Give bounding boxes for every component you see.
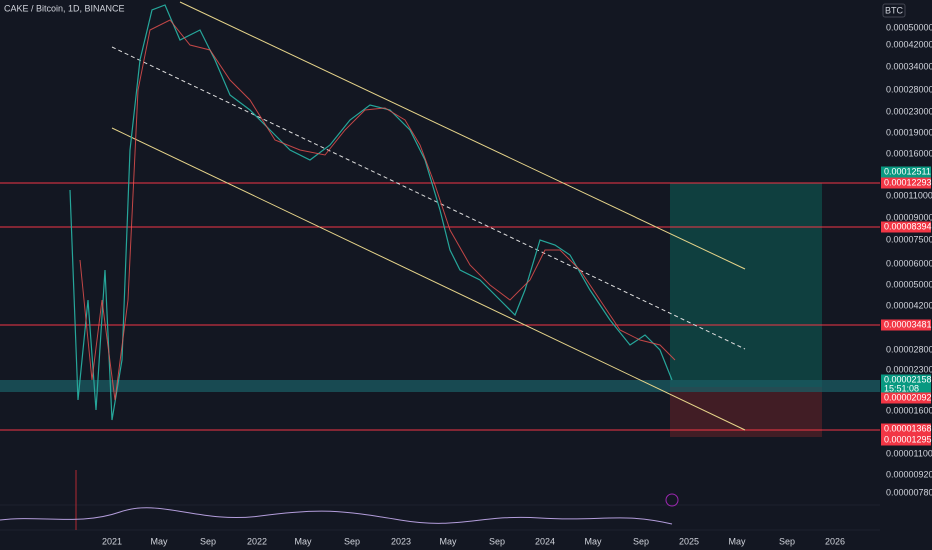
price-label: 0.00050000 bbox=[886, 22, 932, 32]
price-label: 0.00001100 bbox=[886, 448, 932, 458]
price-axis bbox=[880, 0, 932, 550]
time-label: May bbox=[439, 536, 457, 546]
price-tag bbox=[881, 166, 931, 178]
time-label: Sep bbox=[633, 536, 649, 546]
price-tag bbox=[881, 319, 931, 331]
price-label: 0.00028000 bbox=[886, 84, 932, 94]
price-tag bbox=[881, 177, 931, 189]
price-label: 0.00000780 bbox=[886, 487, 932, 497]
price-tag-label: 0.00001368 bbox=[884, 423, 932, 433]
channel bbox=[111, 1, 746, 431]
time-label: Sep bbox=[779, 536, 795, 546]
profit-zone bbox=[670, 183, 822, 387]
support-band bbox=[0, 380, 880, 392]
price-label: 0.00011000 bbox=[886, 190, 932, 200]
price-label: 0.00005000 bbox=[886, 279, 932, 289]
price-label: 0.00000920 bbox=[886, 469, 932, 479]
currency: BTC bbox=[885, 5, 904, 15]
price-tag-label: 0.00012293 bbox=[884, 177, 932, 187]
time-label: May bbox=[150, 536, 168, 546]
price-tag-label: 0.00002158 bbox=[884, 374, 932, 384]
price-label: 0.00023000 bbox=[886, 106, 932, 116]
time-label: Sep bbox=[489, 536, 505, 546]
price-path bbox=[69, 4, 673, 421]
price-tag-label: 0.00012511 bbox=[884, 166, 931, 176]
price-label: 0.00006000 bbox=[886, 258, 932, 268]
price-tag bbox=[881, 374, 931, 386]
price-tag bbox=[881, 434, 931, 446]
price-tag-label: 15:51:08 bbox=[884, 383, 919, 393]
price-label: 0.00002300 bbox=[886, 364, 932, 374]
price-tag-label: 0.00008394 bbox=[884, 221, 932, 231]
price-label: 0.00004200 bbox=[886, 300, 932, 310]
price-tag-label: 0.00003481 bbox=[884, 319, 932, 329]
price-tag-label: 0.00001295 bbox=[884, 434, 932, 444]
price-label: 0.00034000 bbox=[886, 61, 932, 71]
price-tag bbox=[881, 392, 931, 404]
time-label: Sep bbox=[200, 536, 216, 546]
price-tag bbox=[881, 221, 931, 233]
currency-box bbox=[882, 3, 906, 18]
time-label: May bbox=[294, 536, 312, 546]
time-label: 2023 bbox=[391, 536, 411, 546]
horizontal-levels bbox=[0, 182, 880, 431]
price-path-overlay bbox=[79, 19, 676, 401]
price-label: 0.00042000 bbox=[886, 39, 932, 49]
price-label: 0.00009000 bbox=[886, 212, 932, 222]
price-label: 0.00016000 bbox=[886, 148, 932, 158]
time-label: 2026 bbox=[825, 536, 845, 546]
time-label: 2024 bbox=[535, 536, 555, 546]
price-label: 0.00002800 bbox=[886, 344, 932, 354]
loss-zone bbox=[670, 387, 822, 437]
time-label: 2021 bbox=[102, 536, 122, 546]
time-label: 2022 bbox=[247, 536, 267, 546]
price-label: 0.00001600 bbox=[886, 405, 932, 415]
time-label: Sep bbox=[344, 536, 360, 546]
symbol-title: CAKE / Bitcoin, 1D, BINANCE bbox=[4, 3, 125, 13]
event-icon[interactable] bbox=[665, 493, 679, 507]
time-label: May bbox=[584, 536, 602, 546]
price-tag bbox=[881, 423, 931, 435]
price-tag-label: 0.00002092 bbox=[884, 392, 932, 402]
price-label: 0.00019000 bbox=[886, 127, 932, 137]
oscillator bbox=[0, 507, 673, 525]
price-label: 0.00007500 bbox=[886, 234, 932, 244]
time-label: 2025 bbox=[679, 536, 699, 546]
grid bbox=[0, 504, 880, 531]
price-tag bbox=[881, 383, 931, 395]
time-label: May bbox=[728, 536, 746, 546]
